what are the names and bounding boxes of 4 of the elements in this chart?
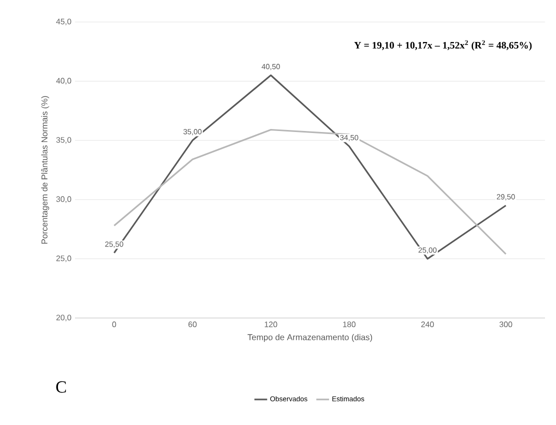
y-axis-title: Porcentagem de Plântulas Normais (%): [41, 96, 50, 244]
x-axis-title: Tempo de Armazenamento (dias): [248, 334, 372, 342]
text: C: [56, 381, 66, 393]
text: Y = 19,10 + 10,17x – 1,52x$^{2}$ (R$^{2}$ = 48,65%): [354, 40, 532, 51]
